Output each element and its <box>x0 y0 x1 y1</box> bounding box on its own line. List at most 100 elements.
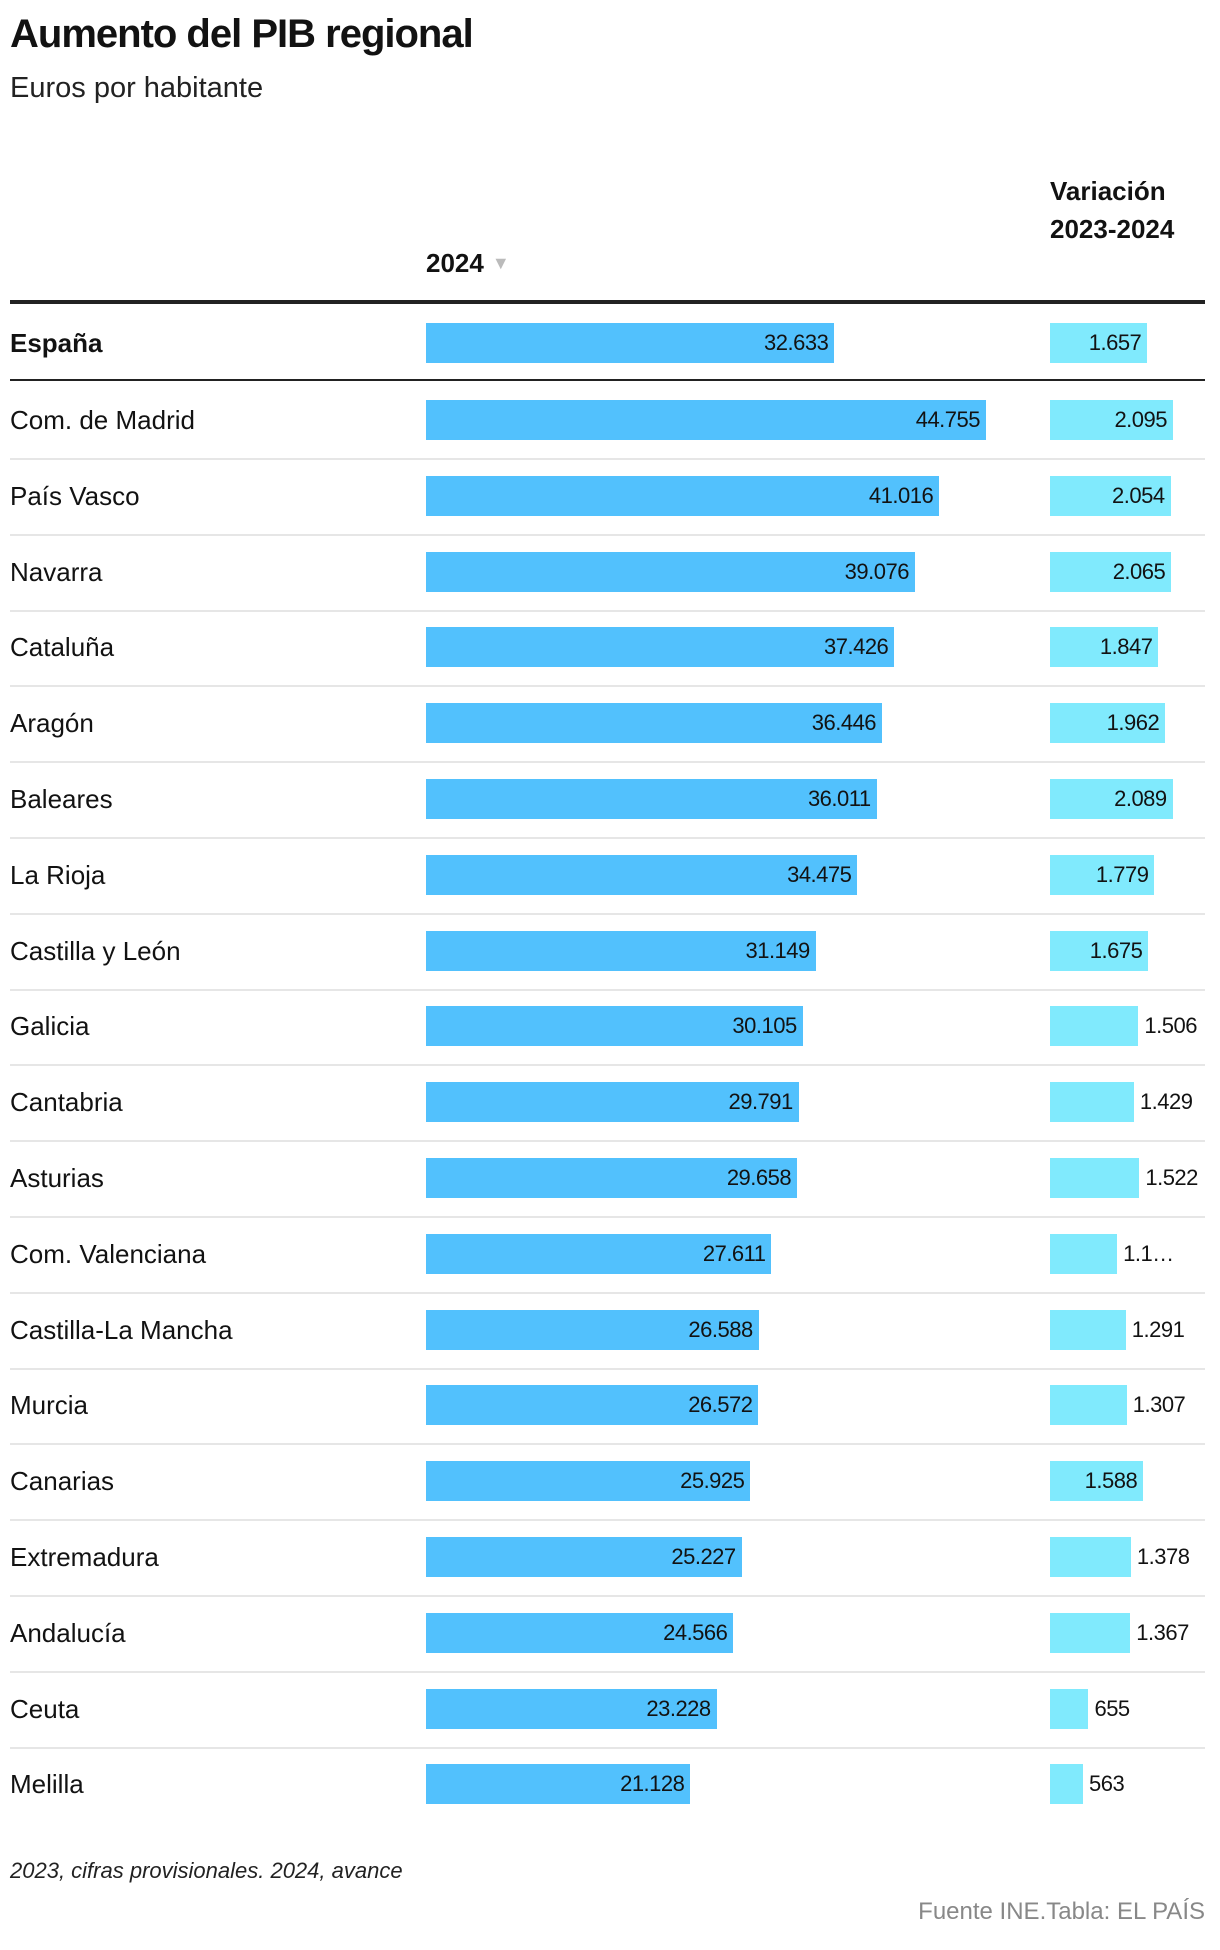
table-row: Canarias 25.925 1.588 <box>10 1443 1205 1522</box>
bar-variation <box>1050 1158 1140 1198</box>
value-label-variation: 1.588 <box>1084 1468 1138 1494</box>
value-label-variation: 1.779 <box>1095 861 1149 887</box>
bar-variation <box>1050 627 1159 668</box>
value-label-variation: 2.065 <box>1112 558 1166 584</box>
row-label: Andalucía <box>10 1617 126 1648</box>
value-label-variation: 1.675 <box>1089 937 1143 963</box>
value-label-variation: 1.378 <box>1136 1544 1190 1569</box>
value-label-variation: 2.095 <box>1114 407 1167 432</box>
table-row: Cantabria 29.791 1.429 <box>10 1064 1205 1143</box>
value-label-2024: 27.611 <box>702 1240 766 1266</box>
bar-variation <box>1050 1688 1089 1729</box>
bar-2024 <box>426 400 986 440</box>
table-row: Com. Valenciana 27.611 1.1… <box>10 1216 1205 1294</box>
bar-2024 <box>426 475 940 516</box>
value-label-2024: 29.791 <box>728 1089 793 1115</box>
row-label: Canarias <box>10 1466 115 1497</box>
row-label: Melilla <box>10 1769 84 1800</box>
bar-variation <box>1050 779 1173 819</box>
table-row: Cataluña 37.426 1.847 <box>10 609 1205 688</box>
value-label-2024: 29.658 <box>726 1165 792 1190</box>
bar-2024 <box>426 323 835 363</box>
row-label: Cantabria <box>10 1087 123 1118</box>
bar-variation <box>1050 1612 1131 1653</box>
value-label-2024: 26.588 <box>688 1316 753 1342</box>
value-label-variation: 1.291 <box>1131 1316 1185 1342</box>
value-label-2024: 25.227 <box>671 1544 736 1569</box>
bar-variation <box>1050 1233 1118 1274</box>
column-header-2024-label: 2024 <box>426 248 484 278</box>
row-label: Castilla-La Mancha <box>10 1314 233 1345</box>
bar-2024 <box>426 1461 751 1502</box>
bar-variation <box>1050 1461 1144 1502</box>
bar-2024 <box>426 1309 759 1350</box>
bar-2024 <box>426 1688 717 1729</box>
source-credit: Fuente INE.Tabla: EL PAÍS <box>918 1898 1205 1925</box>
bar-variation <box>1050 930 1149 971</box>
bar-2024 <box>426 703 883 744</box>
value-label-2024: 36.446 <box>811 710 877 736</box>
bar-variation <box>1050 1082 1134 1123</box>
value-label-variation: 1.847 <box>1099 634 1153 660</box>
table-row: Ceuta 23.228 655 <box>10 1671 1205 1749</box>
table-row: La Rioja 34.475 1.779 <box>10 837 1205 915</box>
value-label-variation: 1.657 <box>1088 330 1142 355</box>
bar-2024 <box>426 1537 742 1577</box>
table-row: Galicia 30.105 1.506 <box>10 988 1205 1067</box>
row-label: La Rioja <box>10 859 106 890</box>
row-label: Ceuta <box>10 1693 80 1724</box>
bar-2024 <box>426 1612 734 1653</box>
table-row: Extremadura 25.227 1.378 <box>10 1519 1205 1597</box>
bar-variation <box>1050 1764 1084 1805</box>
value-label-variation: 1.307 <box>1132 1392 1186 1418</box>
bar-variation <box>1050 551 1172 592</box>
column-header-variation[interactable]: Variación 2023-2024 <box>1050 176 1175 244</box>
row-label: Murcia <box>10 1390 89 1421</box>
table-row: Com. de Madrid 44.755 2.095 <box>10 382 1205 460</box>
table-row: Aragón 36.446 1.962 <box>10 685 1205 764</box>
table-row: Melilla 21.128 563 <box>10 1746 1205 1822</box>
bar-2024 <box>426 627 895 668</box>
table-row: Andalucía 24.566 1.367 <box>10 1595 1205 1673</box>
value-label-variation: 655 <box>1094 1695 1130 1721</box>
row-label: Cataluña <box>10 632 115 663</box>
triangle-down-icon: ▼ <box>491 253 510 273</box>
header-rule <box>10 300 1205 304</box>
bar-2024 <box>426 1385 759 1426</box>
total-row: España 32.633 1.657 <box>10 305 1205 381</box>
value-label-2024: 25.925 <box>680 1468 745 1494</box>
row-label: Navarra <box>10 556 103 587</box>
bar-variation <box>1050 1537 1131 1577</box>
row-label: Com. de Madrid <box>10 405 195 435</box>
bar-variation <box>1050 1006 1139 1047</box>
bar-variation <box>1050 323 1148 363</box>
value-label-variation: 1.1… <box>1123 1240 1174 1266</box>
table-row: Castilla-La Mancha 26.588 1.291 <box>10 1292 1205 1370</box>
bar-variation <box>1050 703 1166 744</box>
value-label-2024: 32.633 <box>764 330 829 355</box>
value-label-2024: 44.755 <box>915 407 981 432</box>
value-label-2024: 31.149 <box>745 937 810 963</box>
value-label-variation: 2.054 <box>1112 482 1165 508</box>
bar-2024 <box>426 930 816 971</box>
value-label-variation: 1.522 <box>1145 1165 1198 1190</box>
row-label: Asturias <box>10 1163 104 1193</box>
row-label: Galicia <box>10 1011 90 1042</box>
bar-2024 <box>426 1006 803 1047</box>
bar-variation <box>1050 1385 1127 1426</box>
row-label: Com. Valenciana <box>10 1238 207 1269</box>
total-rule <box>10 379 1205 381</box>
row-label: España <box>10 328 103 358</box>
chart-title: Aumento del PIB regional <box>10 12 474 56</box>
value-label-2024: 41.016 <box>868 482 934 508</box>
bar-2024 <box>426 1082 799 1123</box>
bar-2024 <box>426 1764 691 1805</box>
bar-2024 <box>426 779 877 819</box>
value-label-2024: 21.128 <box>620 1771 685 1797</box>
row-label: Baleares <box>10 784 113 814</box>
bar-variation <box>1050 1309 1126 1350</box>
table-row: Baleares 36.011 2.089 <box>10 761 1205 839</box>
value-label-variation: 563 <box>1089 1771 1125 1797</box>
column-header-2024[interactable]: 2024 ▼ <box>426 248 510 279</box>
row-label: País Vasco <box>10 480 140 511</box>
